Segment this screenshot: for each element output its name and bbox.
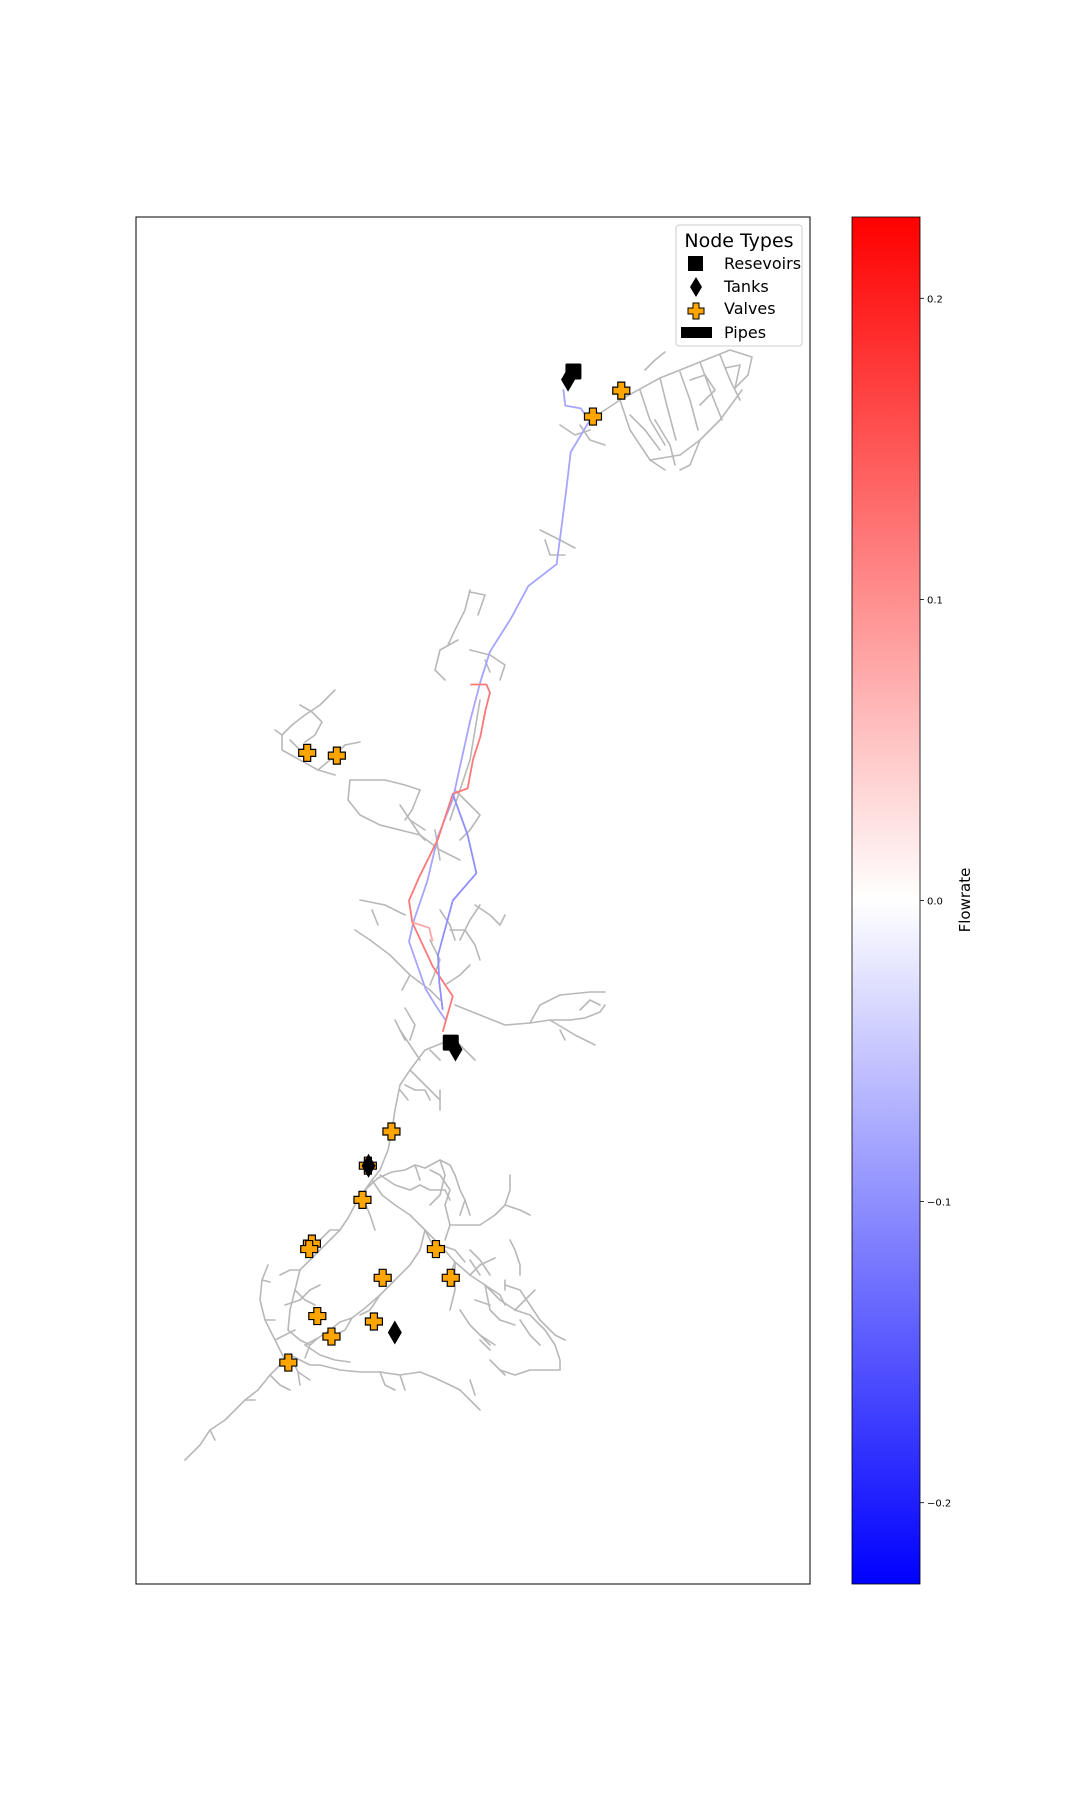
colorbar-tick-label: 0.2: [927, 294, 943, 305]
tank-marker: [448, 1037, 463, 1062]
valve-marker: [583, 407, 603, 426]
valve-marker: [353, 1190, 372, 1209]
flow-pipes: [408, 389, 591, 1032]
colorbar-tick-label: 0.0: [927, 897, 943, 908]
valve-marker: [441, 1268, 460, 1287]
legend-box: [675, 224, 803, 347]
valve-marker: [298, 743, 317, 762]
flow-pipe: [412, 921, 434, 942]
colorbar-ticks: 0.2 0.1 0.0 −0.1 −0.2: [920, 294, 951, 1510]
legend-marker-valve: [687, 302, 705, 320]
valve-marker: [327, 746, 346, 765]
colorbar-label: Flowrate: [956, 868, 974, 933]
colorbar-tick-label: −0.1: [927, 1198, 951, 1209]
valve-marker: [308, 1306, 327, 1326]
tank-marker: [387, 1320, 402, 1345]
plot-frame: [135, 216, 811, 1585]
valve-marker: [279, 1353, 298, 1372]
valve-marker: [373, 1268, 392, 1287]
valve-marker: [426, 1239, 446, 1259]
colorbar-tick-label: −0.2: [927, 1499, 951, 1510]
valve-marker: [612, 381, 631, 400]
valve-marker: [382, 1122, 401, 1141]
legend: Node Types Resevoirs Tanks Valves Pipes: [675, 224, 803, 347]
legend-label-reservoirs: Resevoirs: [724, 254, 801, 273]
node-markers: [279, 363, 631, 1372]
legend-label-valves: Valves: [724, 299, 776, 318]
legend-marker-tank: [690, 277, 702, 297]
colorbar-gradient: [851, 216, 921, 1585]
legend-title: Node Types: [684, 230, 793, 252]
legend-marker-pipe: [681, 327, 712, 338]
valve-marker: [364, 1312, 384, 1331]
legend-label-tanks: Tanks: [723, 277, 769, 296]
tank-marker: [561, 367, 576, 392]
tank-marker: [361, 1153, 376, 1178]
flow-pipe: [437, 793, 478, 1011]
valve-marker: [300, 1239, 319, 1259]
valve-marker: [322, 1327, 341, 1346]
legend-label-pipes: Pipes: [724, 323, 766, 342]
colorbar: 0.2 0.1 0.0 −0.1 −0.2 Flowrate: [851, 216, 974, 1585]
colorbar-tick-label: 0.1: [927, 595, 943, 606]
flow-pipe: [408, 389, 591, 1022]
legend-marker-reservoir: [688, 256, 703, 271]
